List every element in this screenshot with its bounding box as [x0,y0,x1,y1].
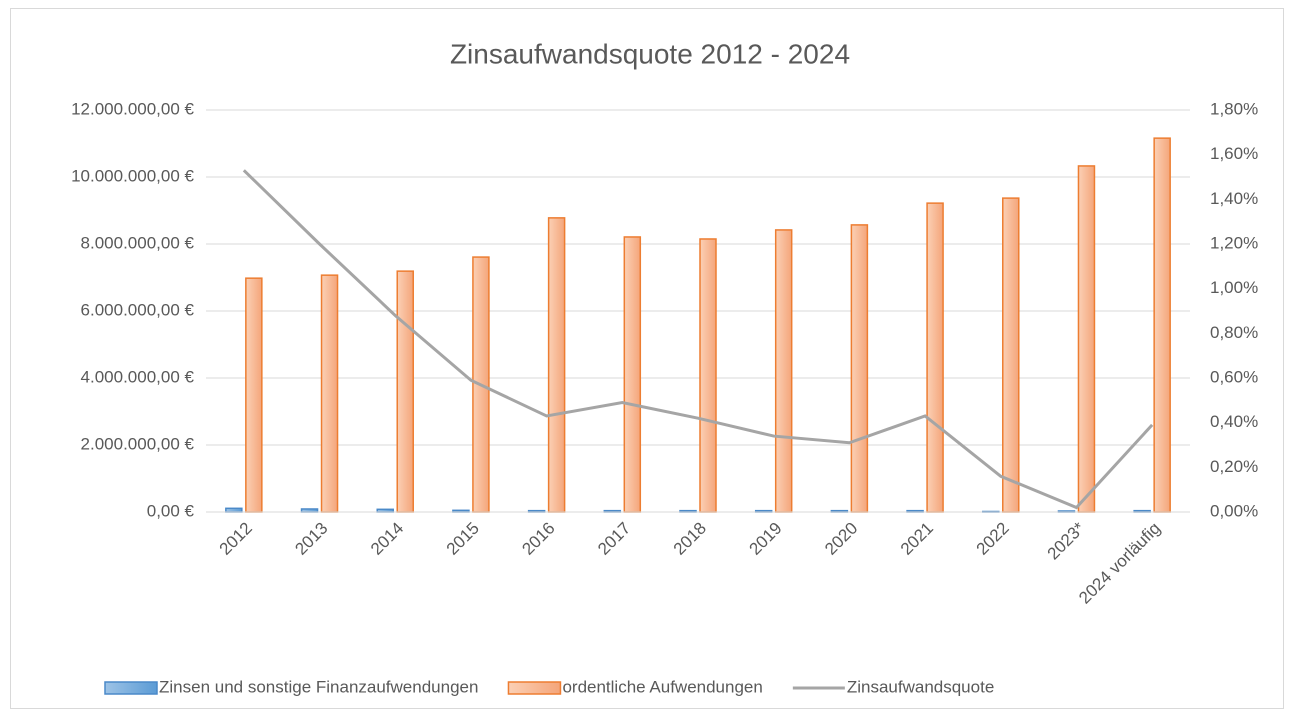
legend-swatch [104,681,158,695]
legend-label: Zinsaufwandsquote [847,677,994,696]
y-tick-label: 4.000.000,00 € [81,367,195,386]
y-tick-label: 6.000.000,00 € [81,300,195,319]
y2-tick-label: 0,00% [1210,501,1258,520]
bar [396,270,414,513]
bar [320,274,339,513]
bar [774,229,793,513]
y2-tick-label: 1,00% [1210,278,1258,297]
y-tick-label: 2.000.000,00 € [81,434,195,453]
line-series [242,169,1154,510]
bar [623,236,642,513]
y-tick-label: 10.000.000,00 € [71,166,194,185]
y2-tick-label: 1,40% [1210,189,1258,208]
y2-tick-label: 0,80% [1210,323,1258,342]
y-tick-label: 8.000.000,00 € [81,233,195,252]
bar [225,507,243,513]
chart-title: Zinsaufwandsquote 2012 - 2024 [450,38,850,69]
legend-label: ordentliche Aufwendungen [562,677,762,696]
y-tick-label: 12.000.000,00 € [71,99,194,118]
legend-swatch [507,681,562,695]
y2-tick-label: 0,20% [1210,457,1258,476]
chart-border [10,8,1284,709]
bar [926,202,944,513]
bar [1077,165,1096,513]
y2-tick-label: 1,60% [1210,144,1258,163]
bar [1153,137,1171,513]
bar [850,224,869,513]
bar [547,217,566,513]
y2-tick-label: 0,60% [1210,367,1258,386]
bar [1002,197,1020,513]
y2-tick-label: 1,80% [1210,99,1258,118]
bar [245,277,263,513]
y2-tick-label: 1,20% [1210,233,1258,252]
y-tick-label: 0,00 € [147,501,195,520]
bar [699,238,717,513]
y2-tick-label: 0,40% [1210,412,1258,431]
legend-label: Zinsen und sonstige Finanzaufwendungen [159,677,478,696]
